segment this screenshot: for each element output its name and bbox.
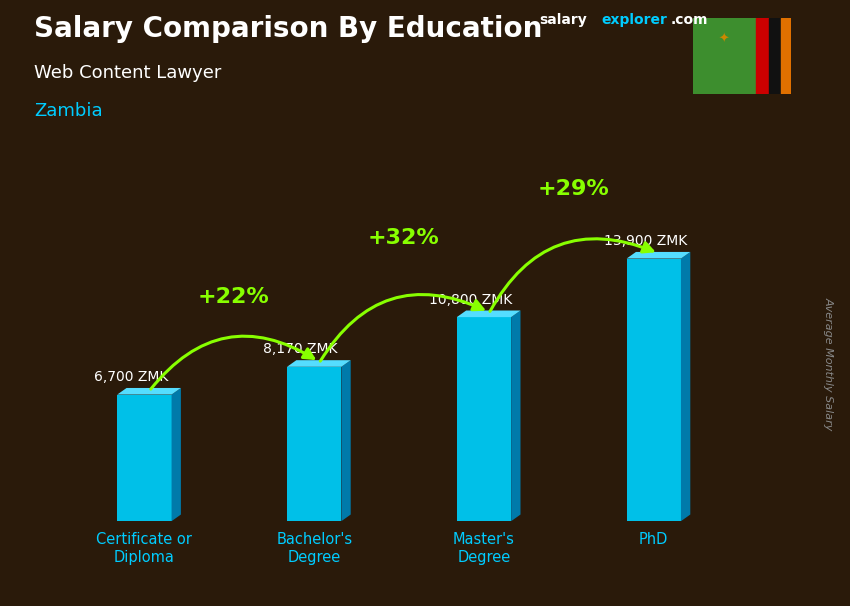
Polygon shape	[342, 360, 351, 521]
Polygon shape	[172, 388, 181, 521]
Bar	[780, 18, 792, 94]
Text: Web Content Lawyer: Web Content Lawyer	[34, 64, 221, 82]
Text: salary: salary	[540, 13, 587, 27]
Text: 8,170 ZMK: 8,170 ZMK	[264, 342, 337, 356]
Text: +32%: +32%	[368, 228, 439, 248]
Polygon shape	[287, 367, 342, 521]
Text: 13,900 ZMK: 13,900 ZMK	[604, 234, 687, 248]
Text: Average Monthly Salary: Average Monthly Salary	[824, 297, 834, 430]
Text: explorer: explorer	[601, 13, 666, 27]
Text: +29%: +29%	[538, 179, 609, 199]
Polygon shape	[117, 388, 181, 395]
Text: +22%: +22%	[198, 287, 269, 307]
Polygon shape	[456, 317, 511, 521]
Polygon shape	[456, 310, 520, 317]
Text: 10,800 ZMK: 10,800 ZMK	[428, 293, 512, 307]
Text: Salary Comparison By Education: Salary Comparison By Education	[34, 15, 542, 43]
Bar	[768, 18, 780, 94]
Bar	[756, 18, 768, 94]
Text: ✦: ✦	[719, 33, 729, 46]
Polygon shape	[117, 395, 172, 521]
Text: 6,700 ZMK: 6,700 ZMK	[94, 370, 168, 384]
Polygon shape	[626, 259, 681, 521]
Polygon shape	[681, 252, 690, 521]
Polygon shape	[626, 252, 690, 259]
Text: .com: .com	[671, 13, 708, 27]
Polygon shape	[287, 360, 351, 367]
Polygon shape	[511, 310, 520, 521]
Text: Zambia: Zambia	[34, 102, 103, 120]
